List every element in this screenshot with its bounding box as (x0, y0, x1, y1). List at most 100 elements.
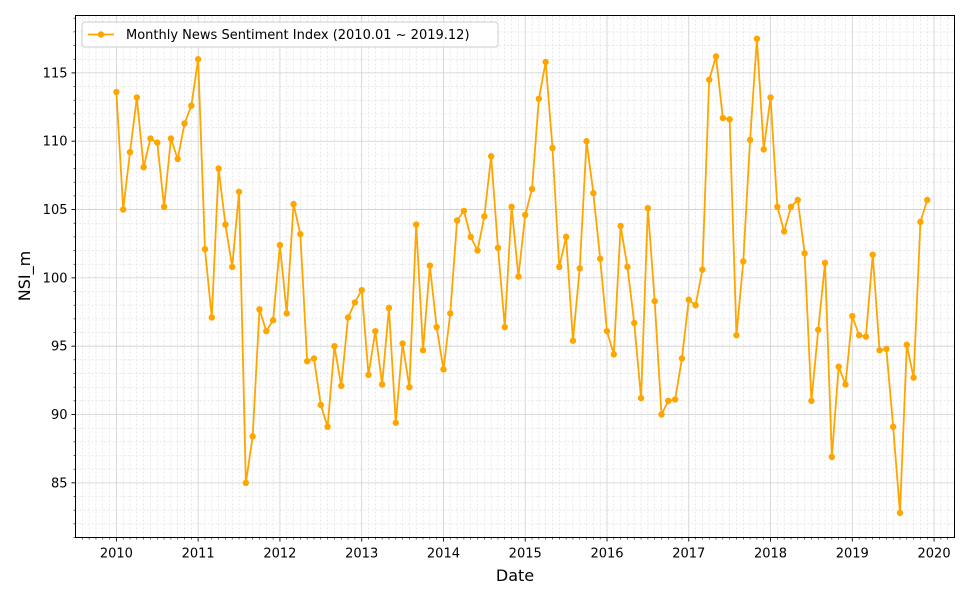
data-point (631, 319, 638, 327)
data-point (617, 222, 624, 230)
data-point (528, 185, 536, 193)
data-point (358, 286, 365, 294)
data-point (365, 371, 372, 379)
data-point (283, 310, 290, 317)
x-tick-label: 2015 (509, 547, 542, 562)
data-point (487, 153, 495, 160)
data-point (331, 342, 338, 350)
data-point (392, 419, 399, 426)
axis-ticks: 2010 2011 2012 2013 2014 2015 2016 2017 2018 2019… (43, 17, 951, 562)
data-point (610, 351, 617, 358)
data-point (440, 366, 447, 373)
data-point (140, 163, 147, 171)
data-point (467, 233, 474, 241)
data-point (508, 203, 515, 211)
data-point (685, 296, 692, 303)
data-point (889, 423, 897, 431)
plot-frame (75, 15, 955, 538)
data-point (678, 355, 686, 362)
data-point (303, 358, 311, 365)
data-point (855, 332, 863, 339)
x-tick-label: 2013 (345, 547, 378, 562)
x-tick-label: 2018 (754, 547, 787, 562)
data-point (215, 165, 222, 172)
data-point (753, 35, 761, 42)
data-point (535, 95, 543, 103)
data-point (637, 394, 645, 402)
data-point (133, 94, 141, 101)
data-point (815, 326, 822, 333)
data-point (787, 203, 795, 211)
legend-marker-sample (97, 31, 105, 38)
data-point (338, 382, 345, 390)
data-point (290, 200, 297, 208)
data-point (651, 297, 658, 305)
data-point (910, 374, 917, 381)
x-tick-label: 2011 (182, 547, 215, 562)
data-point (576, 265, 583, 272)
data-point (501, 323, 508, 331)
data-point (276, 241, 284, 249)
data-point (229, 263, 236, 271)
data-point (746, 136, 754, 144)
data-point (801, 250, 808, 257)
data-point (692, 302, 699, 309)
y-tick-label: 105 (43, 203, 68, 218)
y-tick-label: 115 (43, 66, 68, 81)
data-point (733, 332, 740, 339)
data-point (658, 411, 665, 418)
data-point (174, 155, 181, 163)
data-point (821, 259, 829, 267)
data-point (120, 206, 127, 213)
y-tick-label: 85 (51, 476, 68, 491)
data-point (896, 509, 904, 517)
data-point (433, 323, 440, 331)
data-point (767, 94, 774, 101)
data-point (842, 381, 849, 388)
data-point (665, 397, 672, 405)
data-point (876, 347, 883, 354)
data-point (794, 196, 801, 204)
data-point (474, 247, 481, 254)
data-point (740, 258, 747, 265)
data-point (883, 345, 890, 353)
data-point (760, 146, 767, 153)
data-point (249, 433, 256, 440)
data-point (126, 148, 134, 156)
data-point (399, 340, 406, 347)
data-point (208, 314, 215, 321)
x-axis-label: Date (496, 566, 534, 585)
data-point (583, 138, 590, 145)
series-line (115, 37, 929, 514)
data-point (562, 233, 570, 241)
data-point (917, 218, 924, 226)
data-point (808, 397, 815, 405)
data-point (419, 347, 427, 354)
data-point (324, 423, 331, 431)
data-point (378, 381, 386, 388)
data-point (924, 196, 931, 204)
data-point (235, 188, 243, 195)
data-point (726, 116, 733, 123)
data-point (188, 102, 195, 109)
data-point (113, 88, 120, 96)
data-point (194, 56, 202, 63)
data-point (862, 333, 870, 340)
legend-entry: Monthly News Sentiment Index (2010.01 ~ … (126, 28, 470, 43)
x-tick-label: 2012 (263, 547, 296, 562)
x-tick-label: 2014 (427, 547, 460, 562)
data-point (154, 139, 161, 146)
data-point (256, 306, 263, 313)
data-point (453, 217, 461, 224)
legend: Monthly News Sentiment Index (2010.01 ~ … (81, 21, 499, 48)
data-point (712, 53, 720, 60)
data-point (522, 211, 529, 219)
data-point (447, 310, 454, 317)
data-point (869, 251, 876, 258)
data-point (719, 114, 727, 122)
data-point (181, 120, 188, 127)
data-point (147, 135, 154, 142)
data-point (242, 479, 250, 487)
